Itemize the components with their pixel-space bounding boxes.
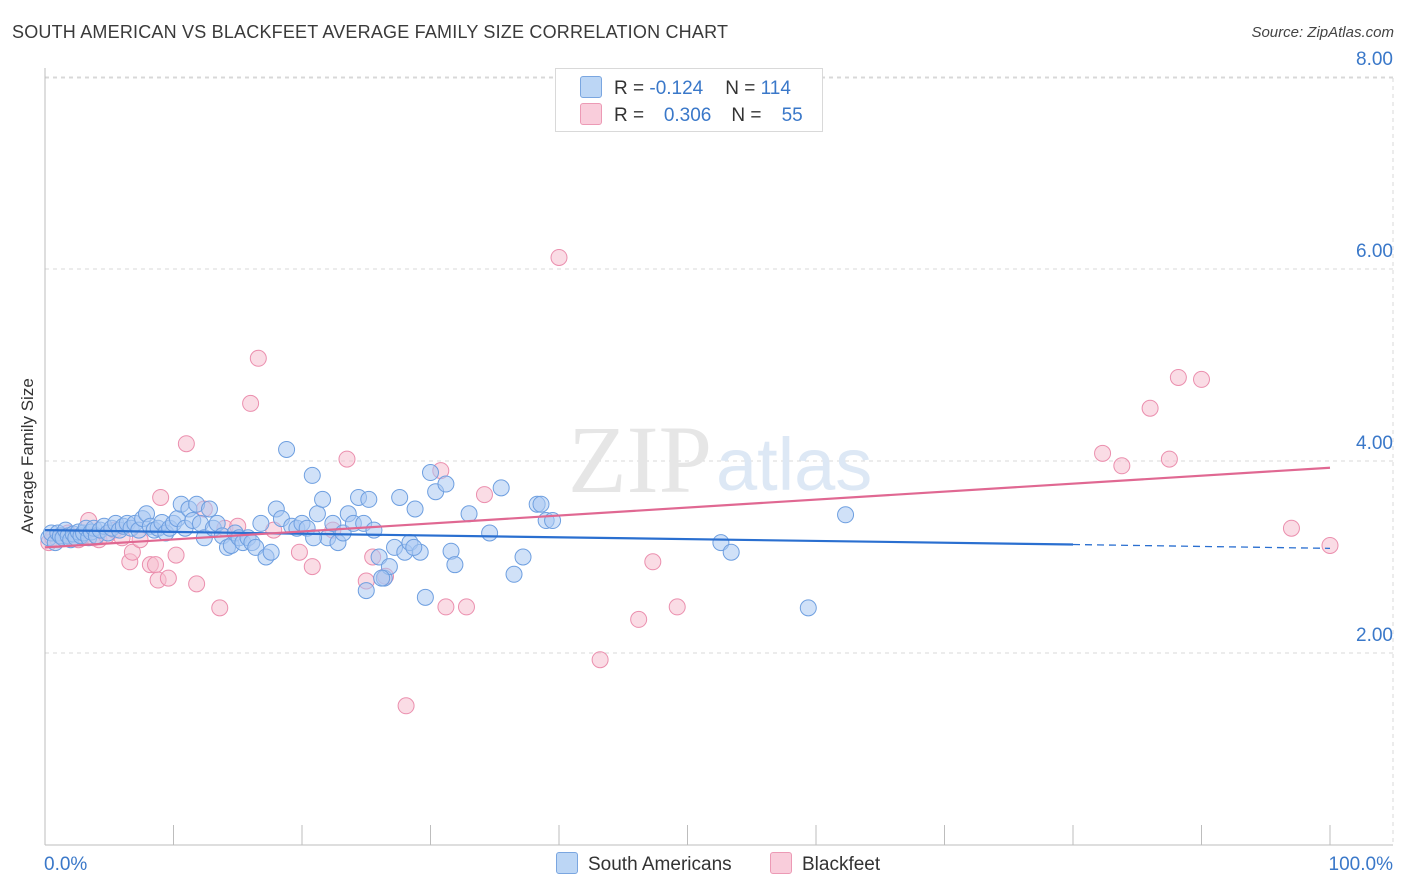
blackfeet-point: [1094, 444, 1112, 462]
south-americans-trend-extension: [1072, 543, 1331, 550]
south-americans-point: [437, 475, 455, 493]
blackfeet-point: [1141, 399, 1159, 417]
blackfeet-point: [550, 248, 568, 266]
axes: [44, 68, 1393, 846]
blackfeet-point: [1193, 370, 1210, 388]
bottom-legend-blackfeet: Blackfeet: [770, 852, 880, 878]
blackfeet-point: [1321, 536, 1339, 554]
blackfeet-point: [303, 558, 321, 576]
south-americans-point: [405, 538, 423, 556]
bottom-legend-swatch-pink: [770, 852, 792, 874]
chart-title: SOUTH AMERICAN VS BLACKFEET AVERAGE FAMI…: [12, 22, 729, 42]
south-americans-point: [314, 490, 332, 508]
blackfeet-point: [1113, 457, 1131, 475]
blackfeet-point: [397, 697, 415, 715]
y-tick-label: 8.00: [1356, 49, 1393, 70]
south-americans-point: [446, 556, 464, 574]
blackfeet-point: [167, 546, 185, 564]
watermark-atlas: atlas: [716, 423, 872, 506]
south-americans-point: [360, 490, 378, 508]
legend-n-label: N =: [725, 78, 761, 99]
blackfeet-point: [177, 435, 195, 453]
legend-n-value: 114: [760, 78, 791, 99]
blackfeet-point: [591, 651, 609, 669]
south-americans-point: [422, 464, 439, 482]
south-americans-points: [40, 440, 855, 617]
south-americans-point: [722, 543, 740, 561]
south-americans-trend-line: [44, 529, 1074, 546]
bottom-legend-swatch-blue: [556, 852, 578, 874]
south-americans-point: [505, 565, 523, 583]
south-americans-point: [252, 514, 270, 532]
blackfeet-point: [211, 599, 229, 617]
blackfeet-point: [1282, 519, 1300, 537]
x-tick-label: 100.0%: [1329, 854, 1394, 875]
south-americans-point: [308, 505, 326, 523]
y-tick-label: 4.00: [1356, 433, 1393, 454]
south-americans-point: [357, 582, 375, 600]
legend-r-value: 0.306: [663, 105, 712, 126]
blackfeet-point: [249, 349, 267, 367]
blackfeet-point: [630, 610, 648, 628]
blackfeet-trend-line: [44, 466, 1331, 549]
south-americans-point: [532, 495, 550, 513]
south-americans-point: [262, 543, 280, 561]
blackfeet-point: [644, 553, 662, 571]
trend-lines: [44, 466, 1331, 550]
tick-labels: 2.00 4.00 6.00 8.00 0.0% 100.0%: [44, 49, 1393, 875]
correlation-legend: R = -0.124 N = 114 R = 0.306 N = 55: [555, 68, 823, 132]
blackfeet-point: [475, 486, 493, 504]
south-americans-point: [492, 479, 510, 497]
legend-row-south-americans: R = -0.124 N = 114: [580, 76, 791, 100]
blackfeet-point: [290, 543, 308, 561]
south-americans-point: [305, 529, 323, 547]
south-americans-point: [514, 548, 532, 566]
blackfeet-point: [437, 598, 455, 616]
source-label: Source: ZipAtlas.com: [1251, 24, 1394, 41]
blackfeet-point: [1169, 368, 1187, 386]
blackfeet-point: [147, 556, 165, 574]
blackfeet-point: [159, 569, 177, 587]
bottom-legend-label: South Americans: [588, 854, 732, 875]
blackfeet-point: [152, 488, 170, 506]
south-americans-point: [799, 599, 817, 617]
legend-n-label: N =: [731, 105, 767, 126]
south-americans-point: [391, 488, 409, 506]
y-tick-label: 2.00: [1356, 625, 1393, 646]
x-tick-label: 0.0%: [44, 854, 87, 875]
blackfeet-point: [457, 598, 475, 616]
south-americans-point: [416, 588, 434, 606]
y-tick-label: 6.00: [1356, 241, 1393, 262]
bottom-legend-label: Blackfeet: [802, 854, 881, 875]
south-americans-point: [406, 500, 424, 518]
south-americans-point: [303, 466, 321, 484]
south-americans-point: [200, 500, 218, 518]
blackfeet-point: [242, 394, 260, 412]
blackfeet-point: [668, 598, 686, 616]
legend-swatch-pink: [580, 103, 602, 125]
legend-r-label: R =: [614, 78, 650, 99]
legend-r-value: -0.124: [649, 78, 704, 99]
blackfeet-point: [1160, 450, 1178, 468]
legend-swatch-blue: [580, 76, 602, 98]
blackfeet-point: [123, 543, 141, 561]
south-americans-point: [481, 524, 499, 542]
legend-r-label: R =: [614, 105, 650, 126]
south-americans-point: [460, 505, 478, 523]
south-americans-point: [837, 506, 855, 524]
south-americans-point: [373, 569, 391, 587]
y-axis-label: Average Family Size: [18, 378, 37, 534]
blackfeet-point: [338, 450, 356, 468]
watermark-zip: ZIP: [568, 406, 712, 513]
legend-n-value: 55: [781, 105, 803, 126]
south-americans-point: [278, 440, 296, 458]
legend-row-blackfeet: R = 0.306 N = 55: [580, 103, 803, 127]
blackfeet-point: [188, 575, 206, 593]
bottom-legend-south-americans: South Americans: [556, 852, 732, 878]
